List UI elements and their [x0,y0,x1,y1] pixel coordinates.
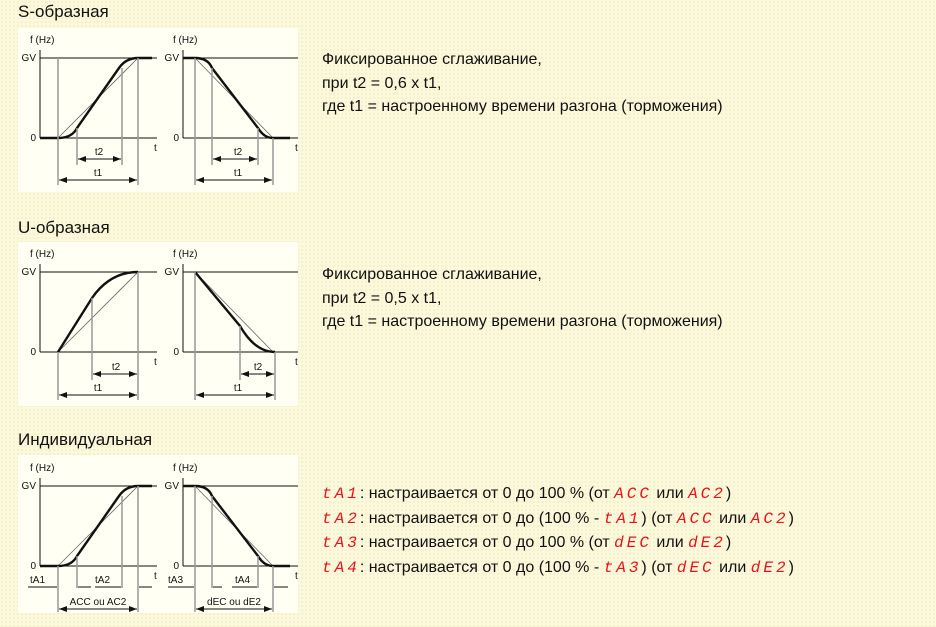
param-text: ) [725,534,732,551]
param-ref: tA1 [603,509,642,528]
tA1-label: tA1 [30,575,45,586]
y-axis-label: f (Hz) [173,35,197,46]
param-row-tA2: tA2: настраивается от 0 до (100 % - tA1)… [322,507,794,532]
acceleration-curve [56,270,139,353]
param-code: tA4 [322,558,360,577]
param-text: или [651,534,689,551]
y-axis-label: f (Hz) [30,35,54,46]
param-ref: AC2 [688,485,726,503]
x-axis-label: t [154,143,157,154]
param-ref: ACC [676,509,715,528]
x-axis-label: t [154,357,157,368]
x-axis-label: t [295,357,298,368]
linear-ramp-reference [57,271,139,353]
t2-label: t2 [234,147,243,158]
y-axis-label: f (Hz) [173,249,197,260]
param-ref: AC2 [750,509,789,528]
t1-label: t1 [94,383,103,394]
zero-label: 0 [30,347,36,358]
zero-label: 0 [173,561,179,572]
t2-label: t2 [95,147,104,158]
gv-label: GV [165,267,180,278]
diagram-panel-s [18,28,298,192]
param-text: : настраивается от 0 до 100 % (от [359,534,615,551]
zero-label: 0 [173,347,179,358]
param-text: или [651,485,689,502]
param-text: : настраивается от 0 до (100 % - [359,558,604,576]
deceleration-curve [183,56,290,140]
zero-label: 0 [30,561,36,572]
x-axis-label: t [295,571,298,582]
desc-line: Фиксированное сглаживание, [322,51,542,68]
param-code: tA2 [322,509,360,528]
param-code: tA3 [322,534,360,552]
x-axis-label: t [154,571,157,582]
acceleration-curve [40,56,152,140]
param-text: ) (от [641,509,677,527]
param-code: tA1 [322,485,360,503]
deceleration-curve [183,484,290,568]
param-row-tA4: tA4: настраивается от 0 до (100 % - tA3)… [322,556,794,581]
diagram-panel-u [18,242,298,406]
gv-label: GV [22,267,37,278]
tA2-label: tA2 [95,575,110,586]
param-row-tA1: tA1: настраивается от 0 до 100 % (от ACC… [322,482,794,507]
param-text: или [714,558,751,576]
acceleration-curve [40,484,152,568]
tA4-label: tA4 [235,575,250,586]
y-axis-label: f (Hz) [30,249,54,260]
tA3-label: tA3 [168,575,183,586]
desc-line: при t2 = 0,6 x t1, [322,74,442,92]
y-axis-label: f (Hz) [173,463,197,474]
param-text: или [714,509,751,527]
u-shape-description: Фиксированное сглаживание, при t2 = 0,5 … [322,263,723,334]
x-axis-label: t [295,143,298,154]
t1-label: t1 [94,168,103,179]
param-text: ) [788,558,794,576]
t2-label: t2 [112,362,121,373]
param-text: ) [788,509,794,527]
param-row-tA3: tA3: настраивается от 0 до 100 % (от dEC… [322,531,794,556]
linear-ramp-reference [194,271,274,353]
desc-line: при t2 = 0,5 x t1, [322,289,442,307]
param-ref: dE2 [750,558,789,577]
gv-label: GV [22,481,37,492]
s-shape-description: Фиксированное сглаживание, при t2 = 0,6 … [322,48,723,119]
t2-label: t2 [254,362,263,373]
individual-description: tA1: настраивается от 0 до 100 % (от ACC… [322,482,794,580]
desc-line: где t1 = настроенному времени разгона (т… [322,313,723,330]
param-ref: dEC [676,558,715,577]
param-text: ) (от [641,558,677,576]
acc-label: ACC ou AC2 [70,597,127,608]
gv-label: GV [22,53,37,64]
t1-label: t1 [234,168,243,179]
title-s-shape: S-образная [18,2,109,21]
desc-line: Фиксированное сглаживание, [322,266,542,283]
zero-label: 0 [173,133,179,144]
desc-line: где t1 = настроенному времени разгона (т… [322,98,723,115]
param-ref: tA3 [603,558,642,577]
dec-label: dEC ou dE2 [207,597,261,608]
gv-label: GV [165,481,180,492]
y-axis-label: f (Hz) [30,463,54,474]
param-text: : настраивается от 0 до (100 % - [359,509,604,527]
param-ref: dE2 [688,534,726,552]
param-text: : настраивается от 0 до 100 % (от [359,485,615,502]
title-individual: Индивидуальная [18,430,153,449]
param-ref: ACC [614,485,652,503]
title-u-shape: U-образная [18,218,110,237]
param-ref: dEC [614,534,652,552]
t1-label: t1 [234,383,243,394]
gv-label: GV [165,53,180,64]
zero-label: 0 [30,133,36,144]
param-text: ) [725,485,732,502]
